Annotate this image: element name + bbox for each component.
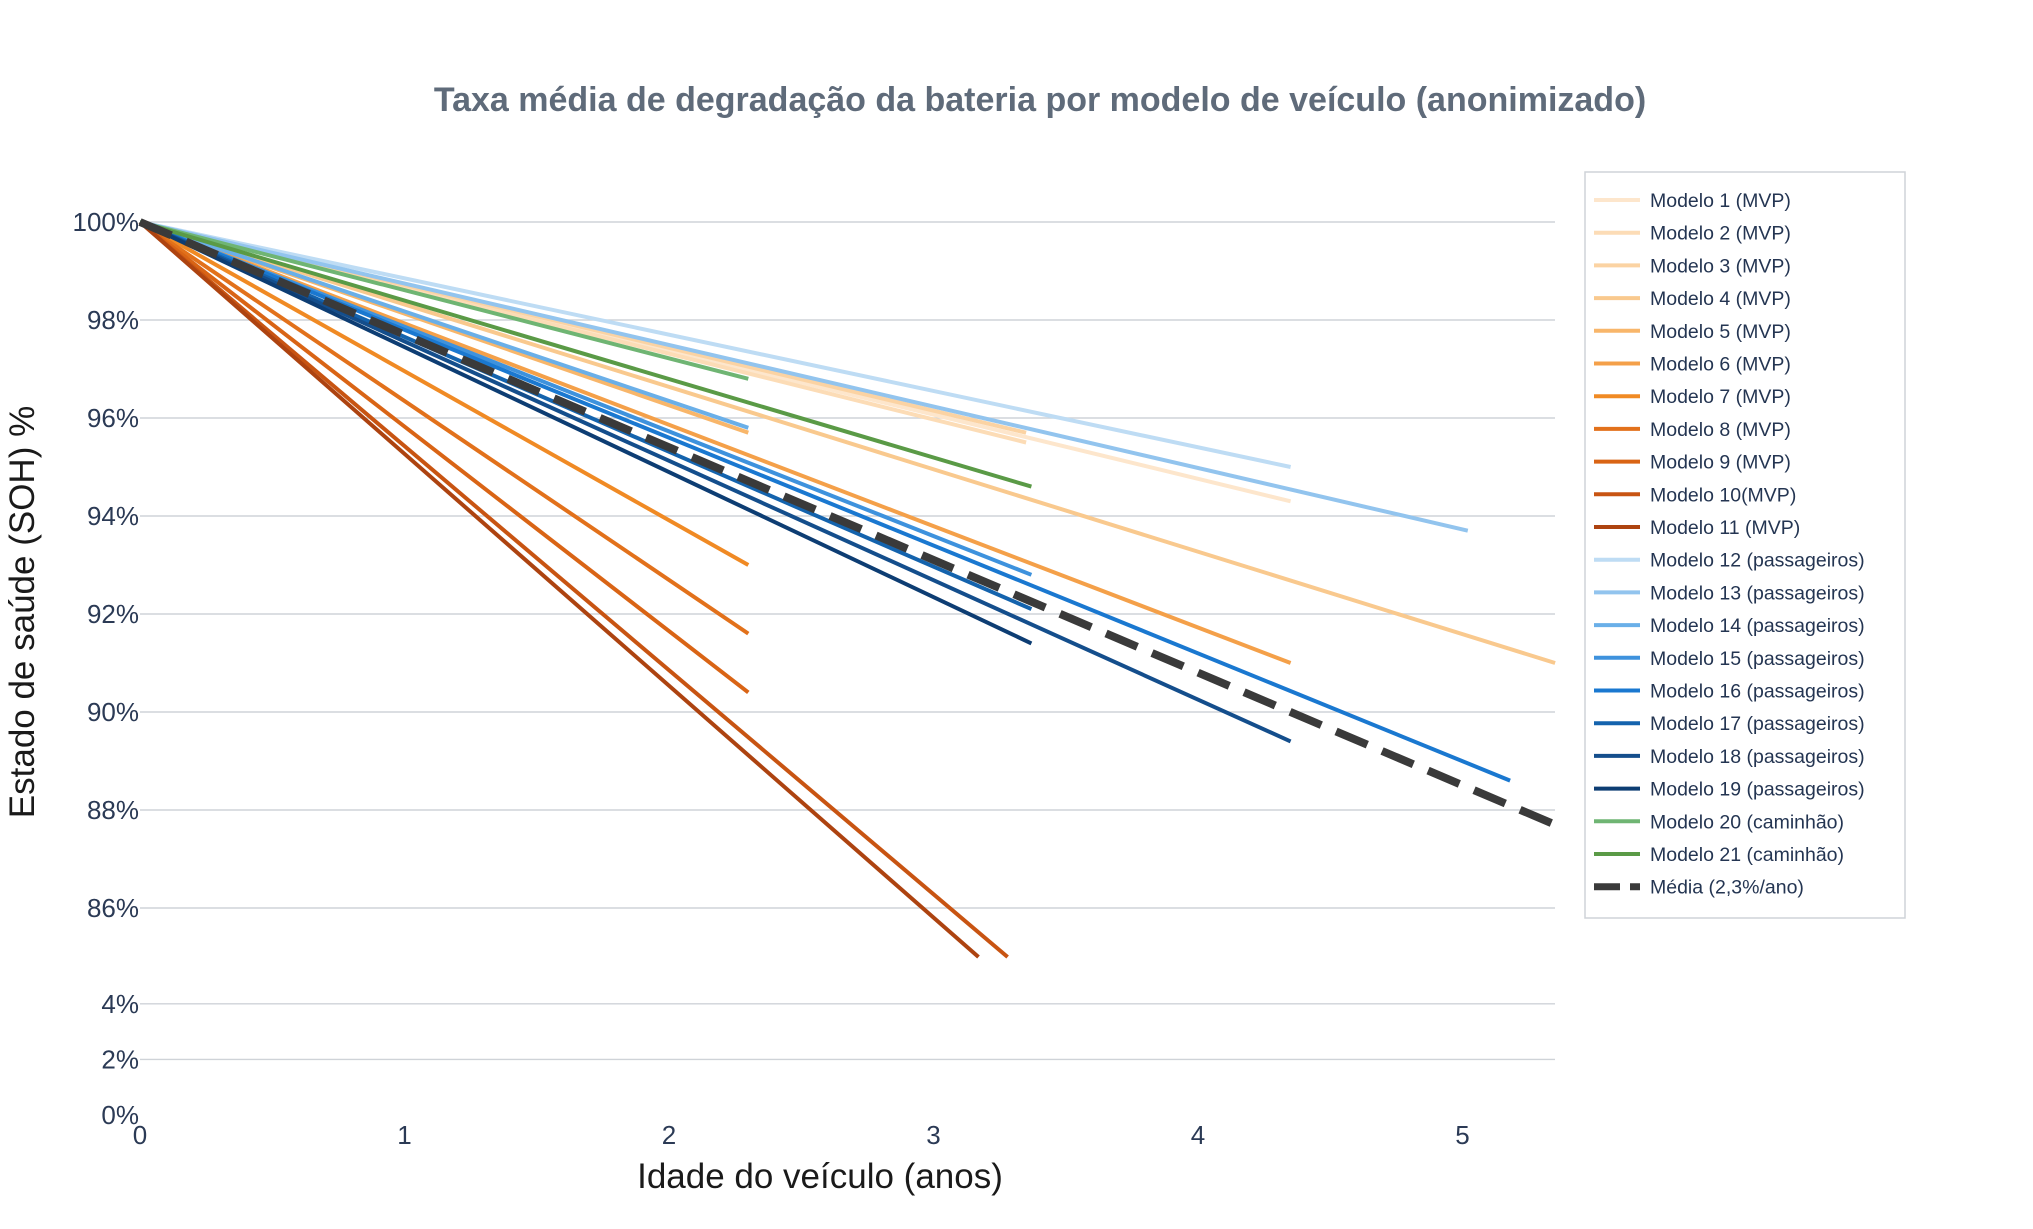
y-axis-title: Estado de saúde (SOH) %	[3, 406, 42, 818]
series-line-4	[139, 220, 1556, 665]
series-line-7	[139, 220, 750, 567]
legend-label: Modelo 9 (MVP)	[1650, 452, 1791, 474]
legend-label: Modelo 12 (passageiros)	[1650, 550, 1865, 572]
series-line-6	[139, 220, 1292, 665]
legend-label: Modelo 14 (passageiros)	[1650, 615, 1865, 637]
legend-box	[1584, 171, 1906, 919]
series-line-9	[138, 220, 750, 694]
y-tick-label: 94%	[87, 501, 139, 531]
series-line-11	[138, 220, 980, 959]
y-tick-label: 0%	[101, 1100, 139, 1130]
series-line-22	[138, 218, 1557, 829]
legend-label: Modelo 6 (MVP)	[1650, 354, 1791, 376]
legend-label: Modelo 13 (passageiros)	[1650, 582, 1865, 604]
x-tick-label: 0	[133, 1120, 147, 1150]
legend-items: Modelo 1 (MVP) Modelo 2 (MVP) Modelo 3 (MV…	[1594, 190, 1865, 899]
x-tick-label: 4	[1191, 1120, 1205, 1150]
chart-title: Taxa média de degradação da bateria por …	[434, 81, 1646, 119]
y-tick-label: 86%	[87, 893, 139, 923]
series-lines	[138, 218, 1557, 959]
legend-label: Modelo 11 (MVP)	[1650, 517, 1800, 539]
series-line-16	[139, 220, 1511, 783]
y-tick-label: 90%	[87, 697, 139, 727]
series-line-8	[138, 220, 750, 636]
x-axis-ticks: 0 1 2 3 4 5	[133, 1120, 1470, 1150]
legend-label: Modelo 10(MVP)	[1650, 484, 1796, 506]
y-tick-label: 98%	[87, 305, 139, 335]
series-line-17	[139, 220, 1033, 611]
y-tick-label: 92%	[87, 599, 139, 629]
series-line-18	[139, 220, 1292, 744]
y-tick-label: 2%	[101, 1044, 139, 1074]
legend-label: Média (2,3%/ano)	[1650, 877, 1804, 899]
legend: Modelo 1 (MVP) Modelo 2 (MVP) Modelo 3 (MV…	[1584, 171, 1906, 919]
series-line-13	[139, 220, 1469, 533]
legend-label: Modelo 15 (passageiros)	[1650, 648, 1865, 670]
series-line-21	[139, 220, 1032, 489]
legend-label: Modelo 3 (MVP)	[1650, 255, 1791, 277]
x-tick-label: 2	[662, 1120, 676, 1150]
legend-label: Modelo 18 (passageiros)	[1650, 746, 1865, 768]
series-line-14	[139, 220, 749, 430]
gridlines	[140, 221, 1555, 1061]
x-tick-label: 1	[397, 1120, 411, 1150]
series-line-20	[139, 220, 749, 381]
series-line-12	[139, 220, 1292, 469]
series-line-19	[139, 220, 1033, 646]
legend-label: Modelo 8 (MVP)	[1650, 419, 1791, 441]
y-axis-ticks: 0% 2% 4% 86% 88% 90% 92% 94% 96% 98% 100%	[73, 207, 140, 1130]
legend-label: Modelo 2 (MVP)	[1650, 223, 1791, 245]
x-tick-label: 3	[926, 1120, 940, 1150]
legend-label: Modelo 1 (MVP)	[1650, 190, 1791, 212]
legend-label: Modelo 17 (passageiros)	[1650, 713, 1865, 735]
legend-label: Modelo 5 (MVP)	[1650, 321, 1791, 343]
y-tick-label: 4%	[101, 989, 139, 1019]
y-tick-label: 96%	[87, 403, 139, 433]
y-tick-label: 100%	[73, 207, 140, 237]
y-tick-label: 88%	[87, 795, 139, 825]
legend-label: Modelo 4 (MVP)	[1650, 288, 1791, 310]
legend-label: Modelo 20 (caminhão)	[1650, 811, 1844, 833]
x-tick-label: 5	[1455, 1120, 1469, 1150]
x-axis-title: Idade do veículo (anos)	[637, 1157, 1003, 1196]
legend-label: Modelo 21 (caminhão)	[1650, 844, 1844, 866]
legend-label: Modelo 19 (passageiros)	[1650, 779, 1865, 801]
legend-label: Modelo 7 (MVP)	[1650, 386, 1791, 408]
legend-label: Modelo 16 (passageiros)	[1650, 681, 1865, 703]
series-line-10	[138, 220, 1009, 959]
